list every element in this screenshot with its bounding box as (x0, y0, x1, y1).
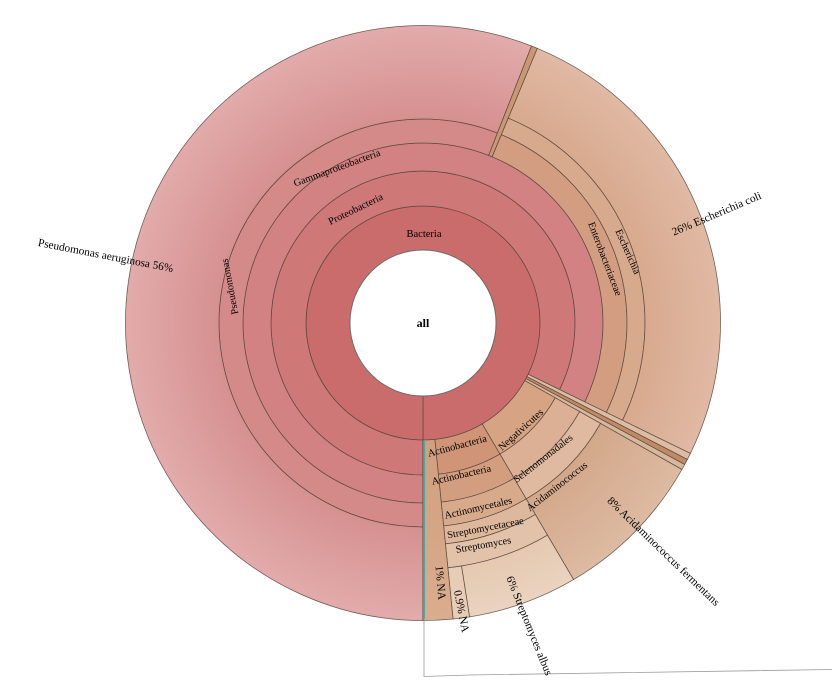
wedges-layer (125, 25, 721, 621)
center-circle[interactable] (349, 249, 497, 397)
wedge-na-phylum[interactable] (422, 438, 454, 621)
label-na-phylum-pct: 1% NA (433, 565, 448, 601)
label-bacteria: Bacteria (407, 229, 442, 240)
label-acidaminococcus-fermentans-pct: 8% Acidaminococcus fermentans (605, 495, 722, 609)
wedge-escherichia-coli[interactable] (507, 47, 721, 454)
label-leader-line (423, 617, 832, 677)
center-label: all (417, 316, 430, 330)
wedge-pseudomonas-aeruginosa[interactable] (125, 25, 533, 621)
